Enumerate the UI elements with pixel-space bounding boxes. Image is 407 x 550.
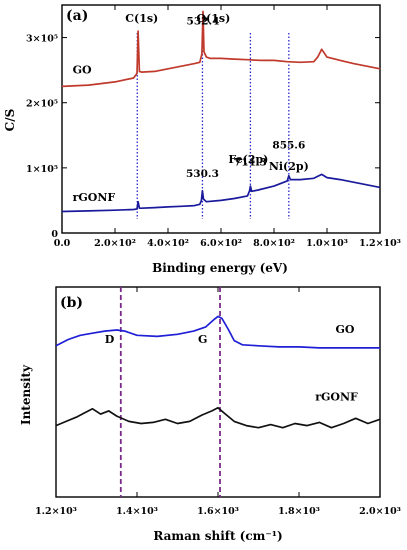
series-label: GO bbox=[335, 323, 354, 336]
series-line-rgonf bbox=[55, 406, 381, 429]
x-tick-label: 1.2×10³ bbox=[35, 506, 77, 517]
x-tick-label: 6.0×10² bbox=[200, 238, 242, 249]
x-tick-label: 8.0×10² bbox=[253, 238, 295, 249]
x-tick-label: 1.4×10³ bbox=[116, 506, 158, 517]
x-tick-label: 4.0×10² bbox=[147, 238, 189, 249]
x-tick-label: 2.0×10³ bbox=[359, 506, 401, 517]
y-tick-label: 0 bbox=[51, 229, 58, 240]
series-line-go bbox=[55, 315, 380, 349]
x-tick-label: 2.0×10² bbox=[94, 238, 136, 249]
reference-line-label: G bbox=[198, 333, 207, 346]
series-label: rGONF bbox=[315, 390, 358, 403]
reference-line-label: Ni(2p) bbox=[269, 160, 309, 173]
panel-b-chart: 1.2×10³ 1.4×10³ 1.6×10³ 1.8×10³ 2.0×10³ D G GO r… bbox=[19, 286, 401, 543]
panel-label: (a) bbox=[66, 8, 88, 24]
reference-line-label: Fe(2p) bbox=[228, 153, 268, 166]
reference-line-label: C(1s) bbox=[125, 12, 158, 25]
series-label: GO bbox=[73, 63, 92, 76]
panel-a-chart: 0.0 2.0×10² 4.0×10² 6.0×10² 8.0×10² 1.0×10³ 1.… bbox=[3, 4, 401, 275]
panel-label: (b) bbox=[60, 295, 83, 311]
x-axis-title: Raman shift (cm⁻¹) bbox=[153, 529, 282, 543]
x-tick-label: 1.2×10³ bbox=[359, 238, 401, 249]
peak-value-label: 530.3 bbox=[186, 168, 219, 180]
series-label: rGONF bbox=[73, 191, 116, 204]
y-tick-label: 2×10⁵ bbox=[26, 99, 58, 110]
x-tick-label: 1.0×10³ bbox=[306, 238, 348, 249]
series-line-go bbox=[61, 10, 381, 88]
y-tick-label: 1×10⁵ bbox=[26, 164, 58, 175]
series-line-rgonf bbox=[61, 173, 381, 213]
y-axis-title: Intensity bbox=[19, 364, 33, 425]
x-tick-label: 1.6×10³ bbox=[197, 506, 239, 517]
y-tick-label: 3×10⁵ bbox=[26, 34, 58, 45]
y-axis-title: C/S bbox=[3, 109, 17, 132]
x-tick-label: 1.8×10³ bbox=[278, 506, 320, 517]
peak-value-label: 711.3 bbox=[234, 156, 267, 168]
reference-line-label: D bbox=[105, 333, 115, 346]
reference-line-label: O(1s) bbox=[196, 12, 230, 25]
peak-value-label: 532.4 bbox=[187, 16, 220, 28]
x-axis-title: Binding energy (eV) bbox=[152, 261, 288, 275]
x-tick-label: 0.0 bbox=[54, 238, 71, 249]
peak-value-label: 855.6 bbox=[272, 139, 305, 151]
